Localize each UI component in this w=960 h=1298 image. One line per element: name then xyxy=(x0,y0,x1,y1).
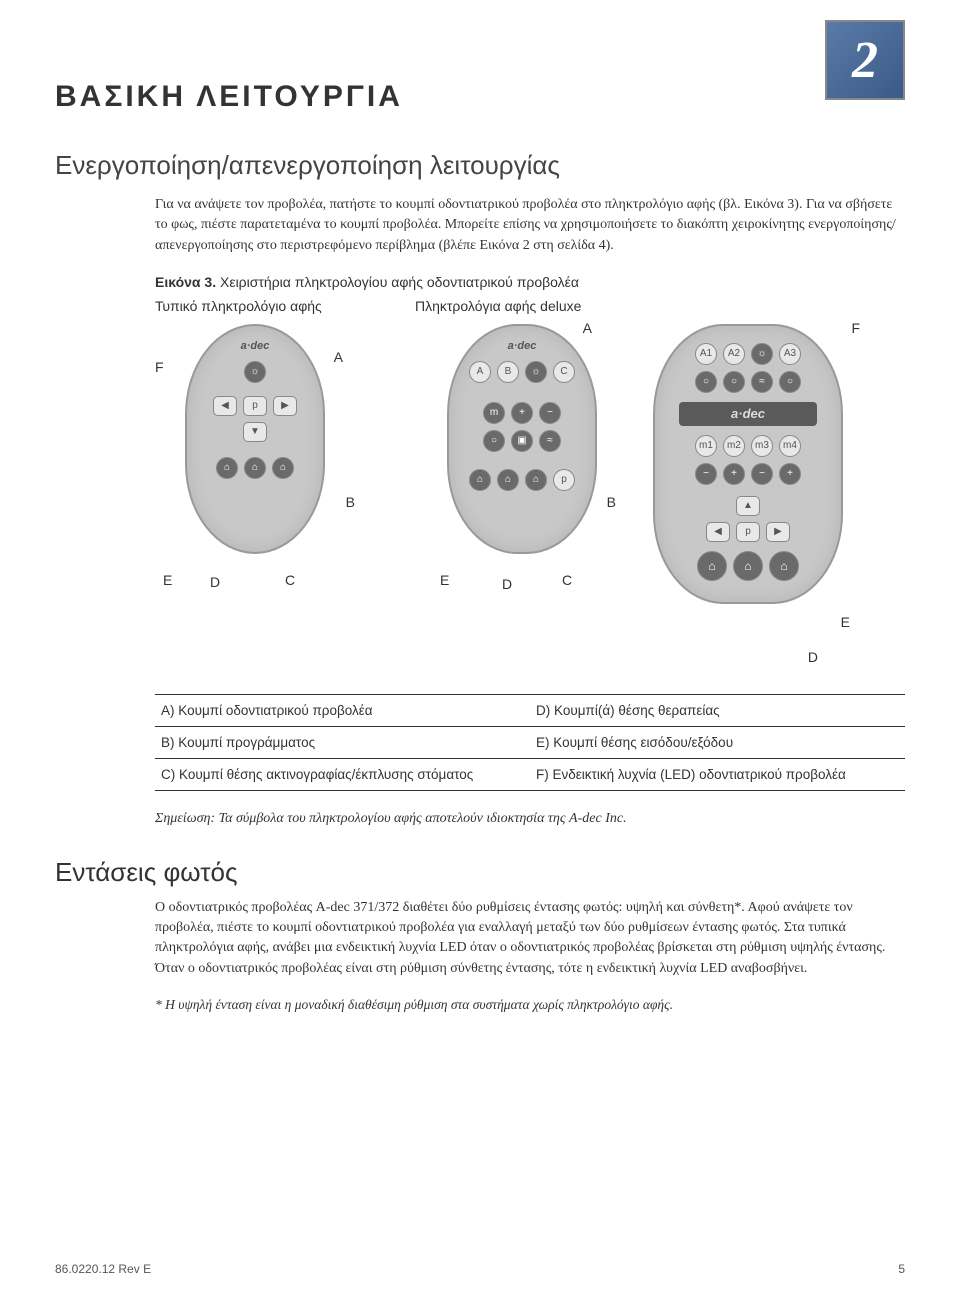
aux-d-icon: ○ xyxy=(483,430,505,452)
footer-page-number: 5 xyxy=(898,1262,905,1276)
m2-button: m2 xyxy=(723,435,745,457)
chair-entry-icon: ⌂ xyxy=(216,457,238,479)
program-p-icon: p xyxy=(553,469,575,491)
minus-icon: m xyxy=(483,402,505,424)
legend-b: B) Κουμπί προγράμματος xyxy=(155,727,530,758)
minus-icon: − xyxy=(695,463,717,485)
a2-button: A2 xyxy=(723,343,745,365)
callout-a2: A xyxy=(583,320,592,336)
light-button-icon: ☼ xyxy=(244,361,266,383)
minus2-icon: − xyxy=(539,402,561,424)
standard-touchpad-header: Τυπικό πληκτρολόγιο αφής xyxy=(155,298,355,314)
callout-e: E xyxy=(163,572,172,588)
deluxe-touchpad-header: Πληκτρολόγια αφής deluxe xyxy=(385,298,905,314)
a3-button: A3 xyxy=(779,343,801,365)
figure-caption-text: Χειριστήρια πληκτρολογίου αφής οδοντιατρ… xyxy=(220,274,579,290)
standard-touchpad: a·dec ☼ ◀ p ▶ ▼ ⌂ ⌂ ⌂ xyxy=(185,324,325,554)
light-button-icon: ☼ xyxy=(525,361,547,383)
chair-treat-icon: ⌂ xyxy=(733,551,763,581)
callout-d: D xyxy=(210,574,220,590)
water-icon: ≈ xyxy=(539,430,561,452)
minus2-icon: − xyxy=(751,463,773,485)
callout-e2: E xyxy=(440,572,449,588)
main-title: ΒΑΣΙΚΗ ΛΕΙΤΟΥΡΓΙΑ xyxy=(55,80,905,114)
legend-d: D) Κουμπί(ά) θέσης θεραπείας xyxy=(530,695,905,726)
legend-f: F) Ενδεικτική λυχνία (LED) οδοντιατρικού… xyxy=(530,759,905,790)
callout-d3: D xyxy=(808,649,818,665)
page-footer: 86.0220.12 Rev E 5 xyxy=(55,1262,905,1276)
chapter-badge: 2 xyxy=(825,20,905,100)
nav-right-icon: ▶ xyxy=(273,396,297,416)
deluxe-touchpad-small: a·dec A B ☼ C m + − ○ xyxy=(447,324,597,554)
aux3-icon: ≈ xyxy=(751,371,773,393)
section-intensity-title: Εντάσεις φωτός xyxy=(55,857,905,888)
callout-c: C xyxy=(285,572,295,588)
chair-xray-icon: ⌂ xyxy=(272,457,294,479)
program-p-icon: p xyxy=(736,522,760,542)
deluxe-touchpad-large: A1 A2 ☼ A3 ○ ○ ≈ ○ a·dec xyxy=(653,324,843,604)
m4-button: m4 xyxy=(779,435,801,457)
m3-button: m3 xyxy=(751,435,773,457)
callout-c2: C xyxy=(562,572,572,588)
chair-entry-icon: ⌂ xyxy=(697,551,727,581)
chair-entry-icon: ⌂ xyxy=(469,469,491,491)
aux2-icon: ○ xyxy=(723,371,745,393)
figure-label: Εικόνα 3. xyxy=(155,274,216,290)
chair-xray-icon: ⌂ xyxy=(769,551,799,581)
nav-down-icon: ▼ xyxy=(243,422,267,442)
program-p-icon: p xyxy=(243,396,267,416)
section-intensity-footnote: * Η υψηλή ένταση είναι η μοναδική διαθέσ… xyxy=(155,997,905,1013)
legend-e: E) Κουμπί θέσης εισόδου/εξόδου xyxy=(530,727,905,758)
chair-treat-icon: ⌂ xyxy=(497,469,519,491)
aux-icon: ○ xyxy=(695,371,717,393)
m1-button: m1 xyxy=(695,435,717,457)
aux4-icon: ○ xyxy=(779,371,801,393)
plus2-icon: + xyxy=(779,463,801,485)
chair-treat-icon: ⌂ xyxy=(244,457,266,479)
light-button-icon: ☼ xyxy=(751,343,773,365)
section-onoff-body: Για να ανάψετε τον προβολέα, πατήστε το … xyxy=(155,195,905,256)
plus-icon: + xyxy=(723,463,745,485)
a1-button: A1 xyxy=(695,343,717,365)
aux-e-icon: ▣ xyxy=(511,430,533,452)
nav-left-icon: ◀ xyxy=(706,522,730,542)
figure-legend: A) Κουμπί οδοντιατρικού προβολέα D) Κουμ… xyxy=(155,694,905,791)
callout-d2: D xyxy=(502,576,512,592)
chair-xray-icon: ⌂ xyxy=(525,469,547,491)
callout-f2: F xyxy=(851,320,860,336)
callout-b2: B xyxy=(607,494,616,510)
callout-e3: E xyxy=(841,614,850,630)
legend-c: C) Κουμπί θέσης ακτινογραφίας/έκπλυσης σ… xyxy=(155,759,530,790)
brand-label: a·dec xyxy=(241,340,270,352)
callout-a: A xyxy=(334,349,343,365)
brand-bar: a·dec xyxy=(679,402,817,426)
nav-right-icon: ▶ xyxy=(766,522,790,542)
figure-note: Σημείωση: Τα σύμβολα του πληκτρολογίου α… xyxy=(155,811,905,827)
section-intensity-body: Ο οδοντιατρικός προβολέας A-dec 371/372 … xyxy=(155,898,905,979)
figure-caption: Εικόνα 3. Χειριστήρια πληκτρολογίου αφής… xyxy=(155,274,905,290)
nav-up-icon: ▲ xyxy=(736,496,760,516)
plus-icon: + xyxy=(511,402,533,424)
section-onoff-title: Ενεργοποίηση/απενεργοποίηση λειτουργίας xyxy=(55,150,905,181)
aux-c-icon: C xyxy=(553,361,575,383)
callout-b: B xyxy=(346,494,355,510)
brand-label-2: a·dec xyxy=(508,340,537,352)
aux-b-icon: B xyxy=(497,361,519,383)
aux-a-icon: A xyxy=(469,361,491,383)
nav-left-icon: ◀ xyxy=(213,396,237,416)
legend-a: A) Κουμπί οδοντιατρικού προβολέα xyxy=(155,695,530,726)
footer-doc-rev: 86.0220.12 Rev E xyxy=(55,1262,151,1276)
callout-f: F xyxy=(155,359,164,375)
touchpad-figure: Τυπικό πληκτρολόγιο αφής F A B E D C a·d… xyxy=(155,298,905,664)
